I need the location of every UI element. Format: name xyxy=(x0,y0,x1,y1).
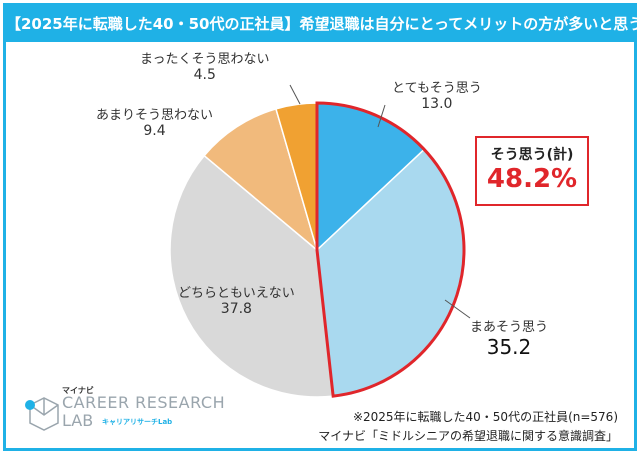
logo-icon xyxy=(25,397,59,431)
leader-line-1 xyxy=(289,84,301,105)
pie-slice-3 xyxy=(203,107,319,253)
slice-label-1: まあそう思う 35.2 xyxy=(470,320,549,359)
slice-label-3: あまりそう思わない 9.4 xyxy=(96,108,214,139)
sample-note: ※2025年に転職した40・50代の正社員(n=576) xyxy=(352,410,618,424)
slice-label-4: まったくそう思わない 4.5 xyxy=(140,52,270,83)
leader-line-2 xyxy=(444,299,471,319)
slice-label-0: とてもそう思う 13.0 xyxy=(392,81,482,112)
total-callout: そう思う(計) 48.2% xyxy=(475,136,589,206)
callout-label: そう思う(計) xyxy=(490,147,574,163)
chart-title: 【2025年に転職した40・50代の正社員】希望退職は自分にとってメリットの方が… xyxy=(6,6,640,42)
source-note: マイナビ「ミドルシニアの希望退職に関する意識調査」 xyxy=(318,429,618,443)
callout-value: 48.2% xyxy=(486,164,578,194)
pie-slice-2 xyxy=(169,154,334,398)
leader-line-0 xyxy=(377,104,386,128)
combined-highlight-outline xyxy=(315,101,466,398)
slice-label-2: どちらともいえない 37.8 xyxy=(178,286,295,317)
